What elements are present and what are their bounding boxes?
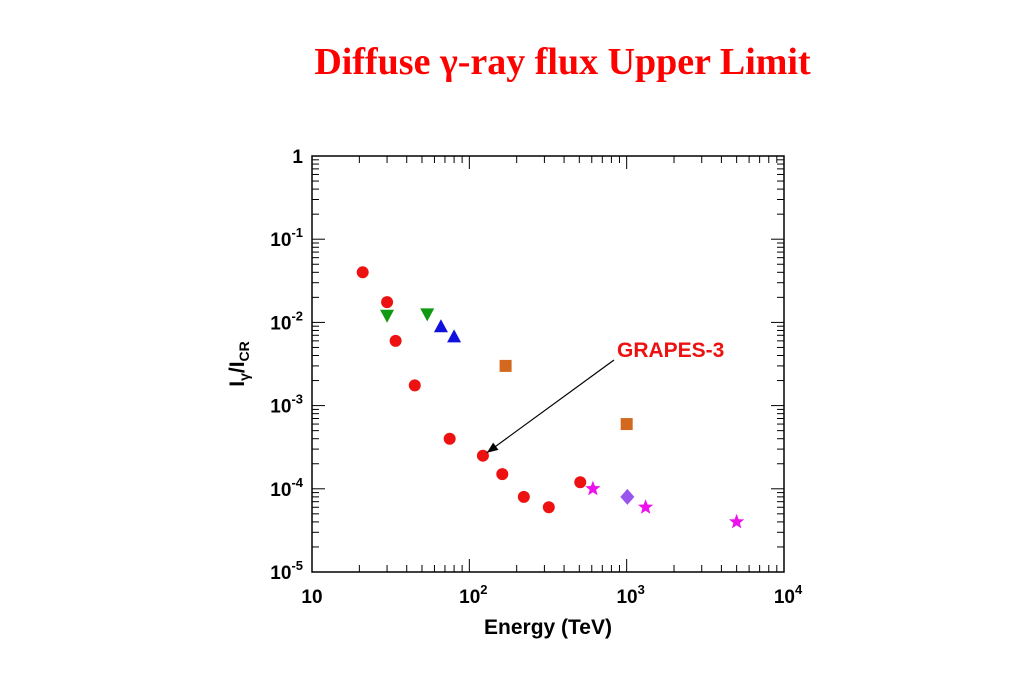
data-point-triangle-down [380,309,395,323]
y-tick-label: 10-4 [270,475,303,501]
y-tick-label: 10-1 [270,225,303,251]
x-tick-labels: 10 102 103 104 [301,582,803,608]
data-point-square [499,359,512,372]
data-point-circle [356,266,369,279]
y-tick-label: 10-2 [270,308,303,334]
data-markers [356,266,745,529]
data-point-circle [381,296,394,309]
x-axis-title: Energy (TeV) [484,616,612,639]
data-point-circle [476,449,489,462]
data-point-star [729,513,745,529]
data-point-circle [517,490,530,503]
data-point-circle [389,334,402,347]
data-point-circle [574,476,587,489]
data-point-star [638,499,654,514]
data-point-triangle-down [420,308,435,322]
annotation-arrow-line [486,359,615,454]
data-point-circle [496,468,509,481]
data-point-circle [408,379,421,392]
x-tick-label: 10 [301,587,322,608]
data-point-square [620,418,633,431]
annotation-arrowhead [486,442,499,453]
data-point-circle [542,501,555,514]
plot-frame [311,155,785,573]
x-tick-label: 104 [774,582,803,608]
x-tick-label: 103 [616,582,644,608]
annotation-grapes3: GRAPES-3 [617,339,724,362]
y-tick-label: 10-5 [270,558,303,584]
slide-title: Diffuse γ-ray flux Upper Limit [314,41,811,83]
x-tick-label: 102 [459,582,487,608]
y-axis-title: Iγ/ICR [226,341,252,387]
y-tick-label: 10-3 [270,392,303,418]
data-point-diamond [620,488,635,505]
axis-ticks [311,156,784,573]
y-tick-label: 1 [292,147,303,168]
data-point-triangle-up [447,329,462,343]
y-tick-labels: 1 10-1 10-2 10-3 10-4 10-5 [270,147,303,584]
data-point-star [585,480,601,496]
data-point-triangle-up [433,319,448,333]
data-point-circle [443,432,456,445]
